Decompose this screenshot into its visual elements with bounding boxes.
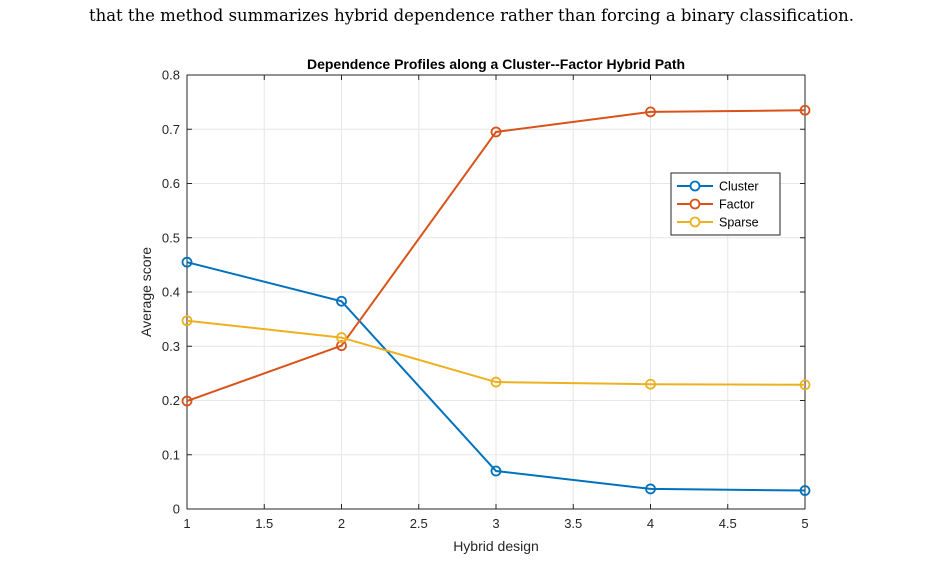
series-line-sparse (186, 319, 806, 386)
legend-label-cluster: Cluster (719, 180, 759, 194)
y-axis-label: Average score (138, 247, 154, 337)
x-tick-label: 3 (492, 516, 499, 531)
x-tick-label: 3.5 (564, 516, 582, 531)
legend-box (670, 172, 781, 236)
x-tick-label: 2 (338, 516, 345, 531)
legend-marker-factor (689, 198, 701, 210)
y-tick-label: 0.4 (162, 285, 180, 300)
data-point-sparse (645, 378, 656, 390)
data-point-sparse (181, 315, 193, 327)
body-text-line: that the method summarizes hybrid depend… (88, 6, 855, 25)
legend-marker-cluster (689, 180, 701, 192)
data-point-cluster (490, 465, 502, 477)
x-axis-label: Hybrid design (453, 538, 539, 554)
y-tick-label: 0.5 (162, 230, 180, 245)
y-tick-label: 0 (173, 502, 180, 517)
data-point-factor (181, 395, 193, 407)
data-point-factor (799, 104, 811, 116)
y-tick-label: 0.1 (162, 447, 180, 462)
y-tick-label: 0.3 (162, 339, 180, 354)
data-point-cluster (799, 485, 811, 496)
series-group (181, 104, 811, 496)
axis-ticks: 1 1.5 2 2.5 3 3.5 4 4.5 5 0 0.1 0.2 0.3 0.4 0.5 0.6 0.7 0… (162, 68, 809, 532)
series-line-factor (186, 109, 806, 402)
data-point-sparse (336, 332, 347, 343)
data-point-sparse (799, 379, 811, 391)
chart-title: Dependence Profiles along a Cluster--Fac… (307, 56, 685, 72)
data-point-factor (490, 126, 502, 138)
grid (186, 74, 806, 510)
series-line-cluster (186, 261, 806, 492)
data-point-cluster (181, 256, 193, 268)
legend-label-factor: Factor (719, 198, 754, 212)
x-tick-label: 1 (183, 516, 190, 531)
legend-label-sparse: Sparse (719, 216, 759, 230)
x-tick-label: 4.5 (719, 516, 737, 531)
y-tick-label: 0.7 (162, 122, 180, 137)
x-tick-label: 2.5 (410, 516, 428, 531)
legend-marker-sparse (689, 216, 701, 228)
legend: Cluster Factor Sparse (670, 172, 781, 236)
y-tick-label: 0.8 (162, 68, 180, 83)
x-tick-label: 5 (801, 516, 808, 531)
data-point-cluster (645, 483, 656, 495)
y-tick-label: 0.6 (162, 176, 180, 191)
data-point-factor (645, 106, 656, 118)
data-point-sparse (490, 376, 502, 388)
data-point-cluster (336, 295, 347, 307)
y-tick-label: 0.2 (162, 393, 180, 408)
x-tick-label: 4 (647, 516, 654, 531)
x-tick-label: 1.5 (255, 516, 273, 531)
